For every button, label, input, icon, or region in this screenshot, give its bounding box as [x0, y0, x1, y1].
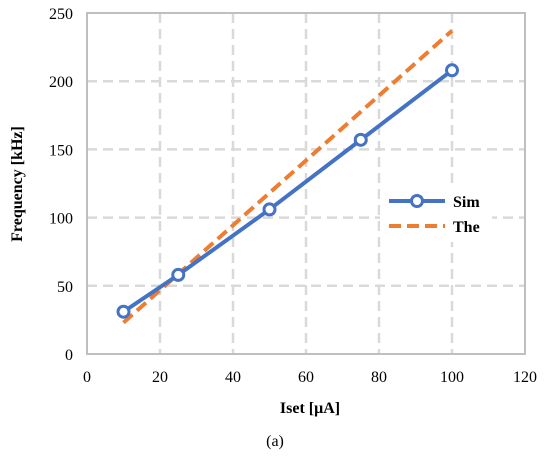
- data-point-sim: [171, 267, 186, 282]
- series-layer: [116, 29, 459, 325]
- y-tick-label: 50: [57, 279, 73, 296]
- legend-label-the: The: [453, 219, 480, 236]
- data-point-sim: [262, 202, 277, 217]
- x-tick-label: 100: [440, 369, 464, 386]
- data-point-sim: [445, 63, 459, 78]
- y-tick-label: 250: [49, 6, 73, 23]
- legend: Sim The: [380, 184, 492, 242]
- y-tick-labels: 0 50 100 150 200 250: [49, 6, 73, 364]
- legend-marker-sim: [410, 194, 424, 208]
- x-tick-label: 20: [152, 369, 168, 386]
- y-tick-label: 0: [65, 347, 73, 364]
- x-tick-label: 80: [371, 369, 387, 386]
- data-point-sim: [116, 304, 131, 319]
- x-tick-labels: 0 20 40 60 80 100 120: [83, 369, 537, 386]
- x-axis-title: Iset [μA]: [280, 400, 340, 417]
- x-tick-label: 120: [513, 369, 537, 386]
- x-tick-label: 0: [83, 369, 91, 386]
- y-axis-title: Frequency [kHz]: [9, 126, 26, 242]
- y-tick-label: 200: [49, 74, 73, 91]
- x-tick-label: 40: [225, 369, 241, 386]
- data-point-sim: [353, 132, 368, 147]
- plot-frame: [86, 12, 526, 355]
- y-tick-label: 100: [49, 211, 73, 228]
- y-tick-label: 150: [49, 142, 73, 159]
- figure-caption: (a): [266, 433, 284, 450]
- legend-label-sim: Sim: [453, 194, 480, 211]
- x-tick-label: 60: [298, 369, 314, 386]
